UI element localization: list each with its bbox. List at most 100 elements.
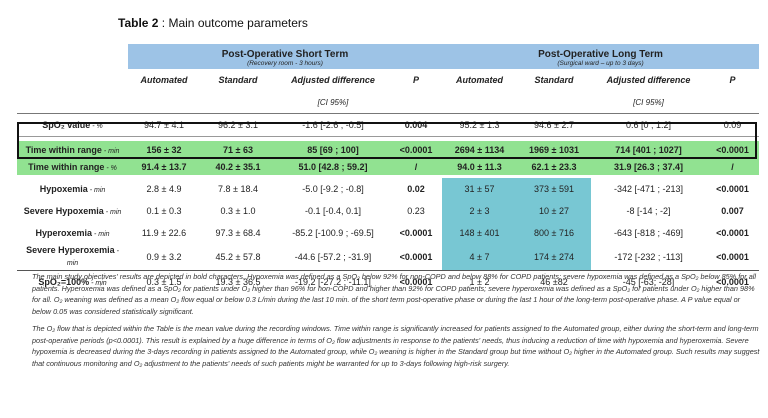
table-row: Hypoxemia - min 2.8 ± 4.9 7.8 ± 18.4 -5.… — [17, 178, 759, 200]
col-adjusted: Adjusted difference — [276, 69, 390, 91]
cell-value: 2.8 ± 4.9 — [146, 184, 182, 194]
note-paragraph: The O₂ flow that is depicted within the … — [32, 324, 760, 368]
cell-value: 2 ± 3 — [442, 200, 518, 222]
cell-value: 0.3 ± 1.0 — [220, 206, 256, 216]
cell-p-value: <0.0001 — [706, 141, 760, 158]
cell-value: 45.2 ± 57.8 — [215, 252, 261, 262]
cell-value: 31.9 [26.3 ; 37.4] — [591, 158, 707, 175]
cell-p-value: / — [390, 158, 443, 175]
cell-value: 11.9 ± 22.6 — [141, 228, 187, 238]
cell-value: 19.3 ± 36.5 — [200, 270, 276, 293]
table-row: SpO₂ value - % 94.7 ± 4.1 96.2 ± 3.1 -1.… — [17, 114, 760, 137]
cell-p-value: 0.23 — [407, 206, 425, 216]
cell-value: 91.4 ± 13.7 — [128, 158, 200, 175]
cell-p-value: <0.0001 — [716, 228, 749, 238]
long-term-subtitle: (Surgical ward – up to 3 days) — [557, 59, 644, 67]
cell-p-value: 0.007 — [721, 206, 744, 216]
cell-p-value: <0.0001 — [716, 184, 749, 194]
cell-value: 85 [69 ; 100] — [276, 141, 390, 158]
long-term-header: Post-Operative Long Term (Surgical ward –… — [442, 44, 760, 69]
long-term-title: Post-Operative Long Term — [538, 48, 663, 60]
row-label: Time within range - % — [17, 158, 128, 175]
short-term-title: Post-Operative Short Term — [221, 48, 349, 60]
col-adjusted: Adjusted difference — [591, 69, 707, 91]
cell-value: 31 ± 57 — [442, 178, 518, 200]
col-p: P — [706, 69, 760, 91]
cell-p-value: <0.0001 — [399, 252, 433, 262]
col-ci: [CI 95%] — [633, 97, 664, 107]
cell-p-value: <0.0001 — [390, 270, 443, 293]
cell-value: 95.2 ± 1.3 — [459, 120, 500, 130]
cell-value: 714 [401 ; 1027] — [591, 141, 707, 158]
table-title: Table 2 : Main outcome parameters — [118, 16, 308, 30]
cell-p-value: / — [706, 158, 760, 175]
cell-value: 373 ± 591 — [517, 178, 592, 200]
cell-value: 96.2 ± 3.1 — [218, 120, 258, 130]
cell-p-value: <0.0001 — [706, 270, 760, 293]
cell-value: 0.3 ± 1.5 — [128, 270, 200, 293]
cell-value: 94.0 ± 11.3 — [442, 158, 518, 175]
outcome-table: Post-Operative Short Term (Recovery room … — [17, 44, 760, 293]
table-row: Time within range - min 156 ± 32 71 ± 63… — [17, 141, 760, 158]
ci-header-row: [CI 95%] [CI 95%] — [17, 91, 760, 114]
cell-value: 62.1 ± 23.3 — [517, 158, 592, 175]
cell-value: 148 ± 401 — [442, 222, 518, 244]
col-ci: [CI 95%] — [317, 97, 349, 107]
row-label: SpO₂ value - % — [42, 120, 103, 130]
cell-value: -44.6 [-57.2 ; -31.9] — [294, 252, 372, 262]
cell-value: 94.6 ± 2.7 — [534, 120, 574, 130]
cell-value: 156 ± 32 — [128, 141, 200, 158]
cell-value: -342 [-471 ; -213] — [613, 184, 684, 194]
group-header-row: Post-Operative Short Term (Recovery room … — [17, 44, 760, 69]
col-standard: Standard — [517, 69, 592, 91]
row-label: Severe Hypoxemia - min — [23, 206, 122, 216]
row-label: Severe Hyperoxemia - min — [26, 245, 119, 267]
cell-value: -19.2 [-27.2 ; -11.1] — [276, 270, 390, 293]
cell-value: -45 [-63; -28] — [591, 270, 707, 293]
cell-value: 97.3 ± 68.4 — [215, 228, 261, 238]
cell-value: 1969 ± 1031 — [517, 141, 592, 158]
cell-value: 10 ± 27 — [517, 200, 592, 222]
cell-value: -0.1 [-0.4, 0.1] — [304, 206, 362, 216]
table-row: Hyperoxemia - min 11.9 ± 22.6 97.3 ± 68.… — [17, 222, 759, 244]
row-label: Hyperoxemia - min — [35, 228, 110, 238]
table-row: Severe Hypoxemia - min 0.1 ± 0.3 0.3 ± 1… — [17, 200, 759, 222]
cell-value: -5.0 [-9.2 ; -0.8] — [302, 184, 364, 194]
cell-value: 71 ± 63 — [200, 141, 276, 158]
cell-value: 174 ± 274 — [517, 244, 592, 271]
cell-value: 94.7 ± 4.1 — [144, 120, 184, 130]
cell-p-value: <0.0001 — [716, 252, 749, 262]
cell-value: 51.0 [42.8 ; 59.2] — [276, 158, 390, 175]
cell-value: -85.2 [-100.9 ; -69.5] — [292, 228, 374, 238]
cell-value: -643 [-818 ; -469] — [613, 228, 684, 238]
table-row: Time within range - % 91.4 ± 13.7 40.2 ±… — [17, 158, 760, 175]
short-term-subtitle: (Recovery room - 3 hours) — [247, 59, 323, 67]
table-notes: The main study objectives' results are d… — [32, 271, 760, 375]
cell-value: 40.2 ± 35.1 — [200, 158, 276, 175]
cell-value: 0.9 ± 3.2 — [146, 252, 182, 262]
cell-p-value: 0.09 — [723, 120, 742, 130]
table-row: Severe Hyperoxemia - min 0.9 ± 3.2 45.2 … — [17, 244, 759, 271]
cell-value: -172 [-232 ; -113] — [614, 252, 683, 262]
short-term-header: Post-Operative Short Term (Recovery room … — [128, 44, 443, 69]
note-paragraph: The main study objectives' results are d… — [32, 272, 757, 316]
cell-value: 46 ±82 — [517, 270, 592, 293]
column-header-row: Automated Standard Adjusted difference P… — [17, 69, 760, 91]
row-label: SpO₂=100% - min — [17, 270, 128, 293]
cell-p-value: <0.0001 — [390, 141, 443, 158]
cell-value: 4 ± 7 — [442, 244, 518, 271]
cell-value: 0.1 ± 0.3 — [146, 206, 182, 216]
table-caption: : Main outcome parameters — [158, 16, 308, 30]
col-p: P — [390, 69, 443, 91]
table-number: Table 2 — [118, 16, 159, 30]
cell-value: 2694 ± 1134 — [442, 141, 518, 158]
cell-p-value: 0.02 — [407, 184, 425, 194]
row-label: Time within range - min — [17, 141, 128, 158]
cell-p-value: 0.004 — [404, 120, 428, 130]
col-automated: Automated — [442, 69, 518, 91]
cell-value: 800 ± 716 — [517, 222, 592, 244]
col-automated: Automated — [128, 69, 200, 91]
col-standard: Standard — [200, 69, 276, 91]
table-row: SpO₂=100% - min 0.3 ± 1.5 19.3 ± 36.5 -1… — [17, 270, 760, 293]
cell-value: 0.6 [0 ; 1.2] — [626, 120, 672, 130]
